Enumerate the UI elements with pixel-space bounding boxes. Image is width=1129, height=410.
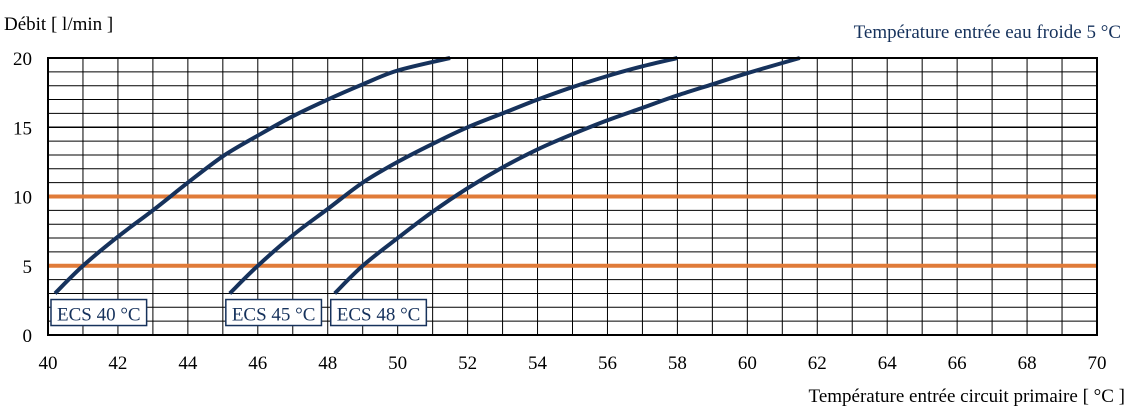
y-axis-title: Débit [ l/min ]	[4, 14, 113, 35]
x-tick-label: 48	[318, 353, 337, 374]
x-axis-title: Température entrée circuit primaire [ °C…	[809, 386, 1125, 407]
x-tick-label: 52	[458, 353, 477, 374]
x-tick-label: 50	[388, 353, 407, 374]
series-line	[333, 56, 801, 295]
x-tick-label: 60	[738, 353, 757, 374]
series-label-box: ECS 45 °C	[225, 298, 323, 327]
x-tick-label: 62	[808, 353, 827, 374]
x-tick-label: 64	[878, 353, 898, 374]
series-label-border	[225, 298, 323, 327]
y-tick-labels: 0 5 10 15 20	[13, 49, 32, 347]
series-labels: ECS 40 °C ECS 45 °C ECS 48 °C	[50, 298, 428, 327]
y-tick-label: 10	[13, 188, 32, 209]
series-label: ECS 48 °C	[337, 305, 421, 326]
series-label-box: ECS 40 °C	[50, 298, 148, 327]
x-tick-label: 70	[1088, 353, 1107, 374]
cold-water-annotation: Température entrée eau froide 5 °C	[854, 22, 1121, 43]
y-tick-label: 0	[23, 326, 33, 347]
x-tick-label: 40	[39, 353, 58, 374]
series-label: ECS 45 °C	[232, 305, 316, 326]
y-tick-label: 20	[13, 49, 32, 70]
series-label: ECS 40 °C	[57, 305, 141, 326]
series-label-border	[50, 298, 148, 327]
reference-lines	[48, 194, 1097, 268]
series-line	[53, 56, 451, 295]
x-tick-label: 44	[178, 353, 198, 374]
series-label-box: ECS 48 °C	[329, 298, 428, 327]
series-label-border	[329, 298, 428, 327]
y-tick-label: 15	[13, 118, 32, 139]
y-tick-label: 5	[23, 257, 33, 278]
x-tick-label: 42	[108, 353, 127, 374]
x-tick-label: 68	[1018, 353, 1037, 374]
series-line	[228, 56, 678, 295]
x-tick-label: 56	[598, 353, 617, 374]
x-tick-label: 54	[528, 353, 548, 374]
x-tick-labels: 40 42 44 46 48 50 52 54 56 58 60 62 64 66 68 70	[39, 353, 1107, 374]
plot-frame	[47, 57, 1098, 336]
x-tick-label: 46	[248, 353, 267, 374]
x-tick-label: 58	[668, 353, 687, 374]
x-tick-label: 66	[948, 353, 967, 374]
flow-curves	[53, 56, 801, 295]
